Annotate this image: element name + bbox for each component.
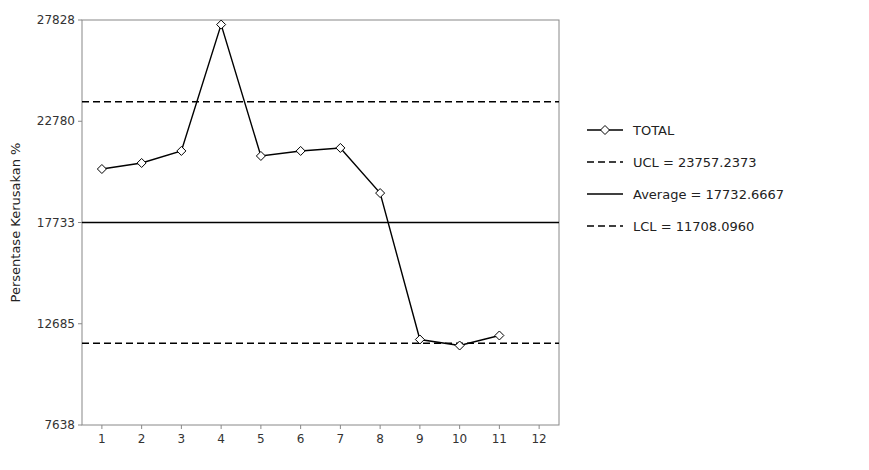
y-tick-label: 27828: [37, 13, 75, 27]
y-tick: [78, 425, 82, 426]
legend-handle: [587, 225, 623, 227]
x-tick-label: 1: [98, 432, 106, 446]
y-tick-label: 12685: [37, 317, 75, 331]
x-tick-label: 11: [492, 432, 507, 446]
x-tick: [221, 425, 222, 429]
legend-label: TOTAL: [632, 123, 675, 138]
x-tick: [260, 425, 261, 429]
x-tick-label: 5: [257, 432, 265, 446]
legend-handle: [587, 161, 623, 163]
data-point: [296, 146, 305, 155]
data-point: [336, 143, 345, 152]
x-tick-label: 12: [531, 432, 546, 446]
y-tick-label: 17733: [37, 216, 75, 230]
series-line: [102, 25, 500, 346]
data-point: [256, 151, 265, 160]
reference-line: [82, 222, 559, 224]
y-tick-label: 7638: [44, 418, 75, 432]
x-tick-label: 8: [376, 432, 384, 446]
data-point: [217, 20, 226, 29]
legend-label: Average = 17732.6667: [633, 187, 784, 202]
y-tick: [78, 323, 82, 324]
x-tick-label: 10: [452, 432, 467, 446]
reference-line: [82, 101, 559, 103]
x-tick-label: 6: [297, 432, 305, 446]
x-tick: [459, 425, 460, 429]
plot-frame: [82, 20, 559, 425]
x-tick-label: 2: [138, 432, 146, 446]
x-tick: [340, 425, 341, 429]
x-tick: [101, 425, 102, 429]
legend: TOTAL UCL = 23757.2373 Average = 17732.666…: [587, 123, 784, 234]
data-point: [137, 158, 146, 167]
x-tick-label: 4: [217, 432, 225, 446]
x-tick-label: 3: [178, 432, 186, 446]
data-point: [415, 335, 424, 344]
data-point: [97, 165, 106, 174]
legend-marker: [601, 126, 610, 135]
x-tick: [300, 425, 301, 429]
data-point: [376, 189, 385, 198]
x-tick: [499, 425, 500, 429]
reference-line: [82, 343, 559, 345]
x-tick: [181, 425, 182, 429]
x-tick-label: 7: [337, 432, 345, 446]
legend-label: LCL = 11708.0960: [633, 219, 754, 234]
y-axis-label: Persentase Kerusakan %: [8, 143, 23, 303]
x-tick: [539, 425, 540, 429]
y-tick: [78, 222, 82, 223]
legend-label: UCL = 23757.2373: [633, 155, 757, 170]
data-point: [455, 341, 464, 350]
x-tick: [141, 425, 142, 429]
x-tick: [380, 425, 381, 429]
y-tick: [78, 20, 82, 21]
y-tick-label: 22780: [37, 114, 75, 128]
legend-handle: [587, 193, 623, 195]
data-point: [495, 331, 504, 340]
x-tick: [419, 425, 420, 429]
chart: 763812685177332278027828123456789101112P…: [0, 0, 869, 470]
plot-area: [82, 20, 559, 350]
x-tick-label: 9: [416, 432, 424, 446]
y-tick: [78, 121, 82, 122]
data-point: [177, 146, 186, 155]
